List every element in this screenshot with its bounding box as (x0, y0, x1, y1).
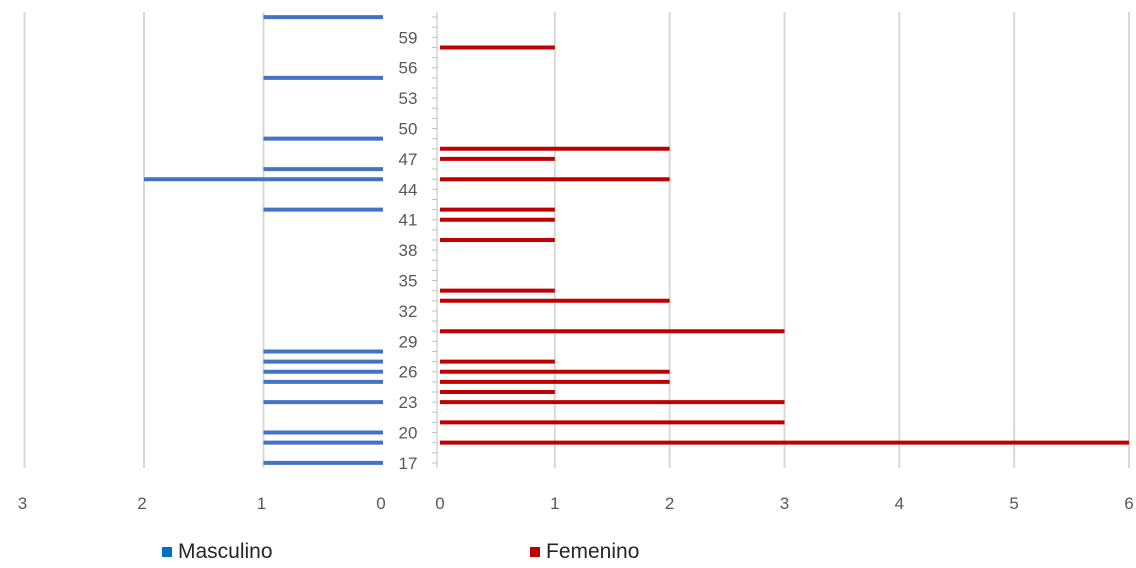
left-x-tick-label: 0 (376, 494, 385, 513)
y-tick-label: 50 (399, 120, 418, 139)
right-x-tick-label: 1 (550, 494, 559, 513)
y-tick-label: 23 (399, 393, 418, 412)
axes (432, 12, 438, 468)
right-x-tick-label: 3 (780, 494, 789, 513)
right-x-tick-label: 4 (895, 494, 904, 513)
legend: Masculino Femenino (0, 540, 1136, 568)
left-x-tick-label: 2 (137, 494, 146, 513)
y-tick-label: 35 (399, 272, 418, 291)
left-x-tick-label: 1 (257, 494, 266, 513)
right-x-tick-label: 5 (1009, 494, 1018, 513)
y-tick-label: 47 (399, 150, 418, 169)
right-x-tick-label: 0 (435, 494, 444, 513)
left-x-tick-label: 3 (18, 494, 27, 513)
y-tick-label: 29 (399, 332, 418, 351)
y-tick-label: 26 (399, 363, 418, 382)
legend-swatch-femenino (530, 547, 540, 557)
y-tick-label: 44 (399, 180, 418, 199)
y-tick-label: 32 (399, 302, 418, 321)
y-tick-label: 41 (399, 211, 418, 230)
legend-label-femenino: Femenino (546, 540, 640, 563)
right-x-tick-label: 2 (665, 494, 674, 513)
y-tick-label: 59 (399, 28, 418, 47)
y-tick-label: 56 (399, 59, 418, 78)
y-tick-label: 17 (399, 454, 418, 473)
right-x-tick-label: 6 (1124, 494, 1133, 513)
legend-label-masculino: Masculino (178, 540, 273, 563)
y-tick-label: 53 (399, 89, 418, 108)
gridlines (23, 12, 1130, 468)
y-tick-label: 38 (399, 241, 418, 260)
legend-swatch-masculino (162, 547, 172, 557)
legend-item-masculino: Masculino (162, 540, 273, 564)
y-tick-label: 20 (399, 424, 418, 443)
bars (144, 15, 1129, 465)
legend-item-femenino: Femenino (530, 540, 639, 564)
